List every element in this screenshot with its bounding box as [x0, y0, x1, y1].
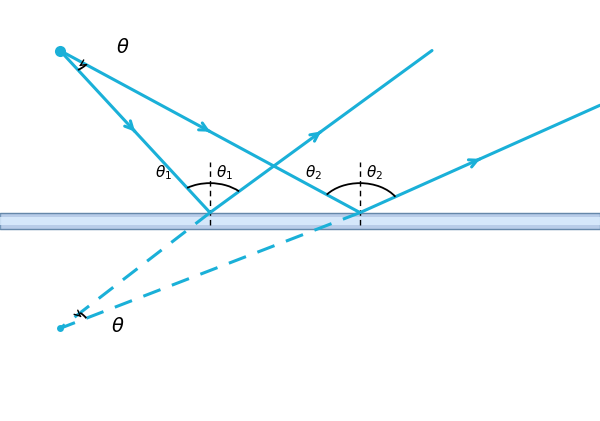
Text: $\theta$: $\theta$ — [115, 38, 129, 57]
Text: $\theta$: $\theta$ — [111, 317, 125, 336]
Text: $\theta_1$: $\theta_1$ — [216, 163, 233, 182]
Text: $\theta_2$: $\theta_2$ — [305, 163, 322, 182]
Text: $\theta_2$: $\theta_2$ — [366, 163, 383, 182]
Bar — [0, 217, 600, 225]
Bar — [0, 213, 600, 229]
Text: $\theta_1$: $\theta_1$ — [155, 163, 172, 182]
